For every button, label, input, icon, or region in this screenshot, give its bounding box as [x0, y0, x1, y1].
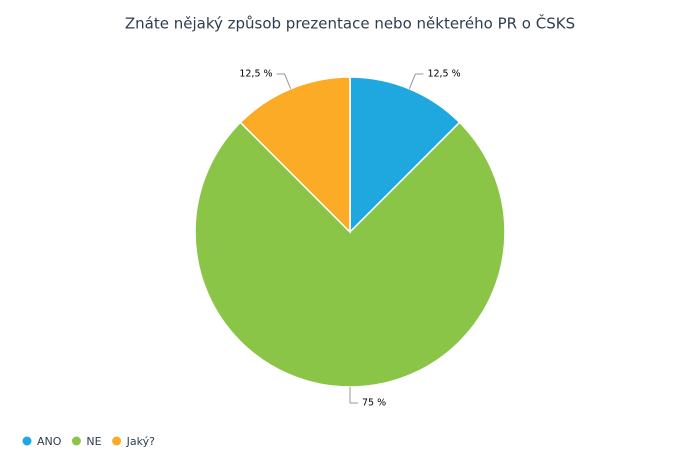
leader-line	[276, 73, 292, 89]
leader-line	[349, 387, 358, 404]
leader-line	[408, 73, 424, 89]
chart-title: Znáte nějaký způsob prezentace nebo někt…	[125, 14, 575, 33]
legend-label: Jaký?	[126, 435, 155, 448]
value-label: 12,5 %	[239, 69, 272, 80]
legend-label: ANO	[37, 435, 62, 448]
value-label: 75 %	[362, 398, 386, 409]
value-label: 12,5 %	[427, 69, 460, 80]
legend-label: NE	[86, 435, 101, 448]
legend-marker	[112, 436, 122, 446]
legend-marker	[22, 436, 32, 446]
legend-marker	[71, 436, 81, 446]
pie-slice	[194, 121, 506, 388]
